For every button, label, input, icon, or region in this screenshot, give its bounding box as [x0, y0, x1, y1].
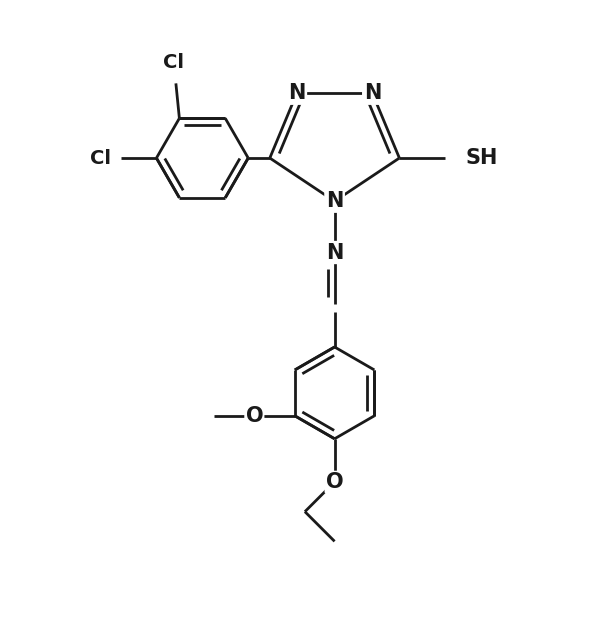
Text: Cl: Cl	[164, 54, 184, 72]
Text: N: N	[288, 83, 305, 103]
Text: O: O	[246, 406, 263, 426]
Text: N: N	[326, 243, 343, 262]
Text: Cl: Cl	[90, 148, 111, 168]
Text: N: N	[364, 83, 381, 103]
Text: N: N	[326, 191, 343, 211]
Text: O: O	[326, 472, 343, 492]
Text: methoxy: methoxy	[208, 415, 214, 417]
Text: SH: SH	[466, 148, 498, 168]
